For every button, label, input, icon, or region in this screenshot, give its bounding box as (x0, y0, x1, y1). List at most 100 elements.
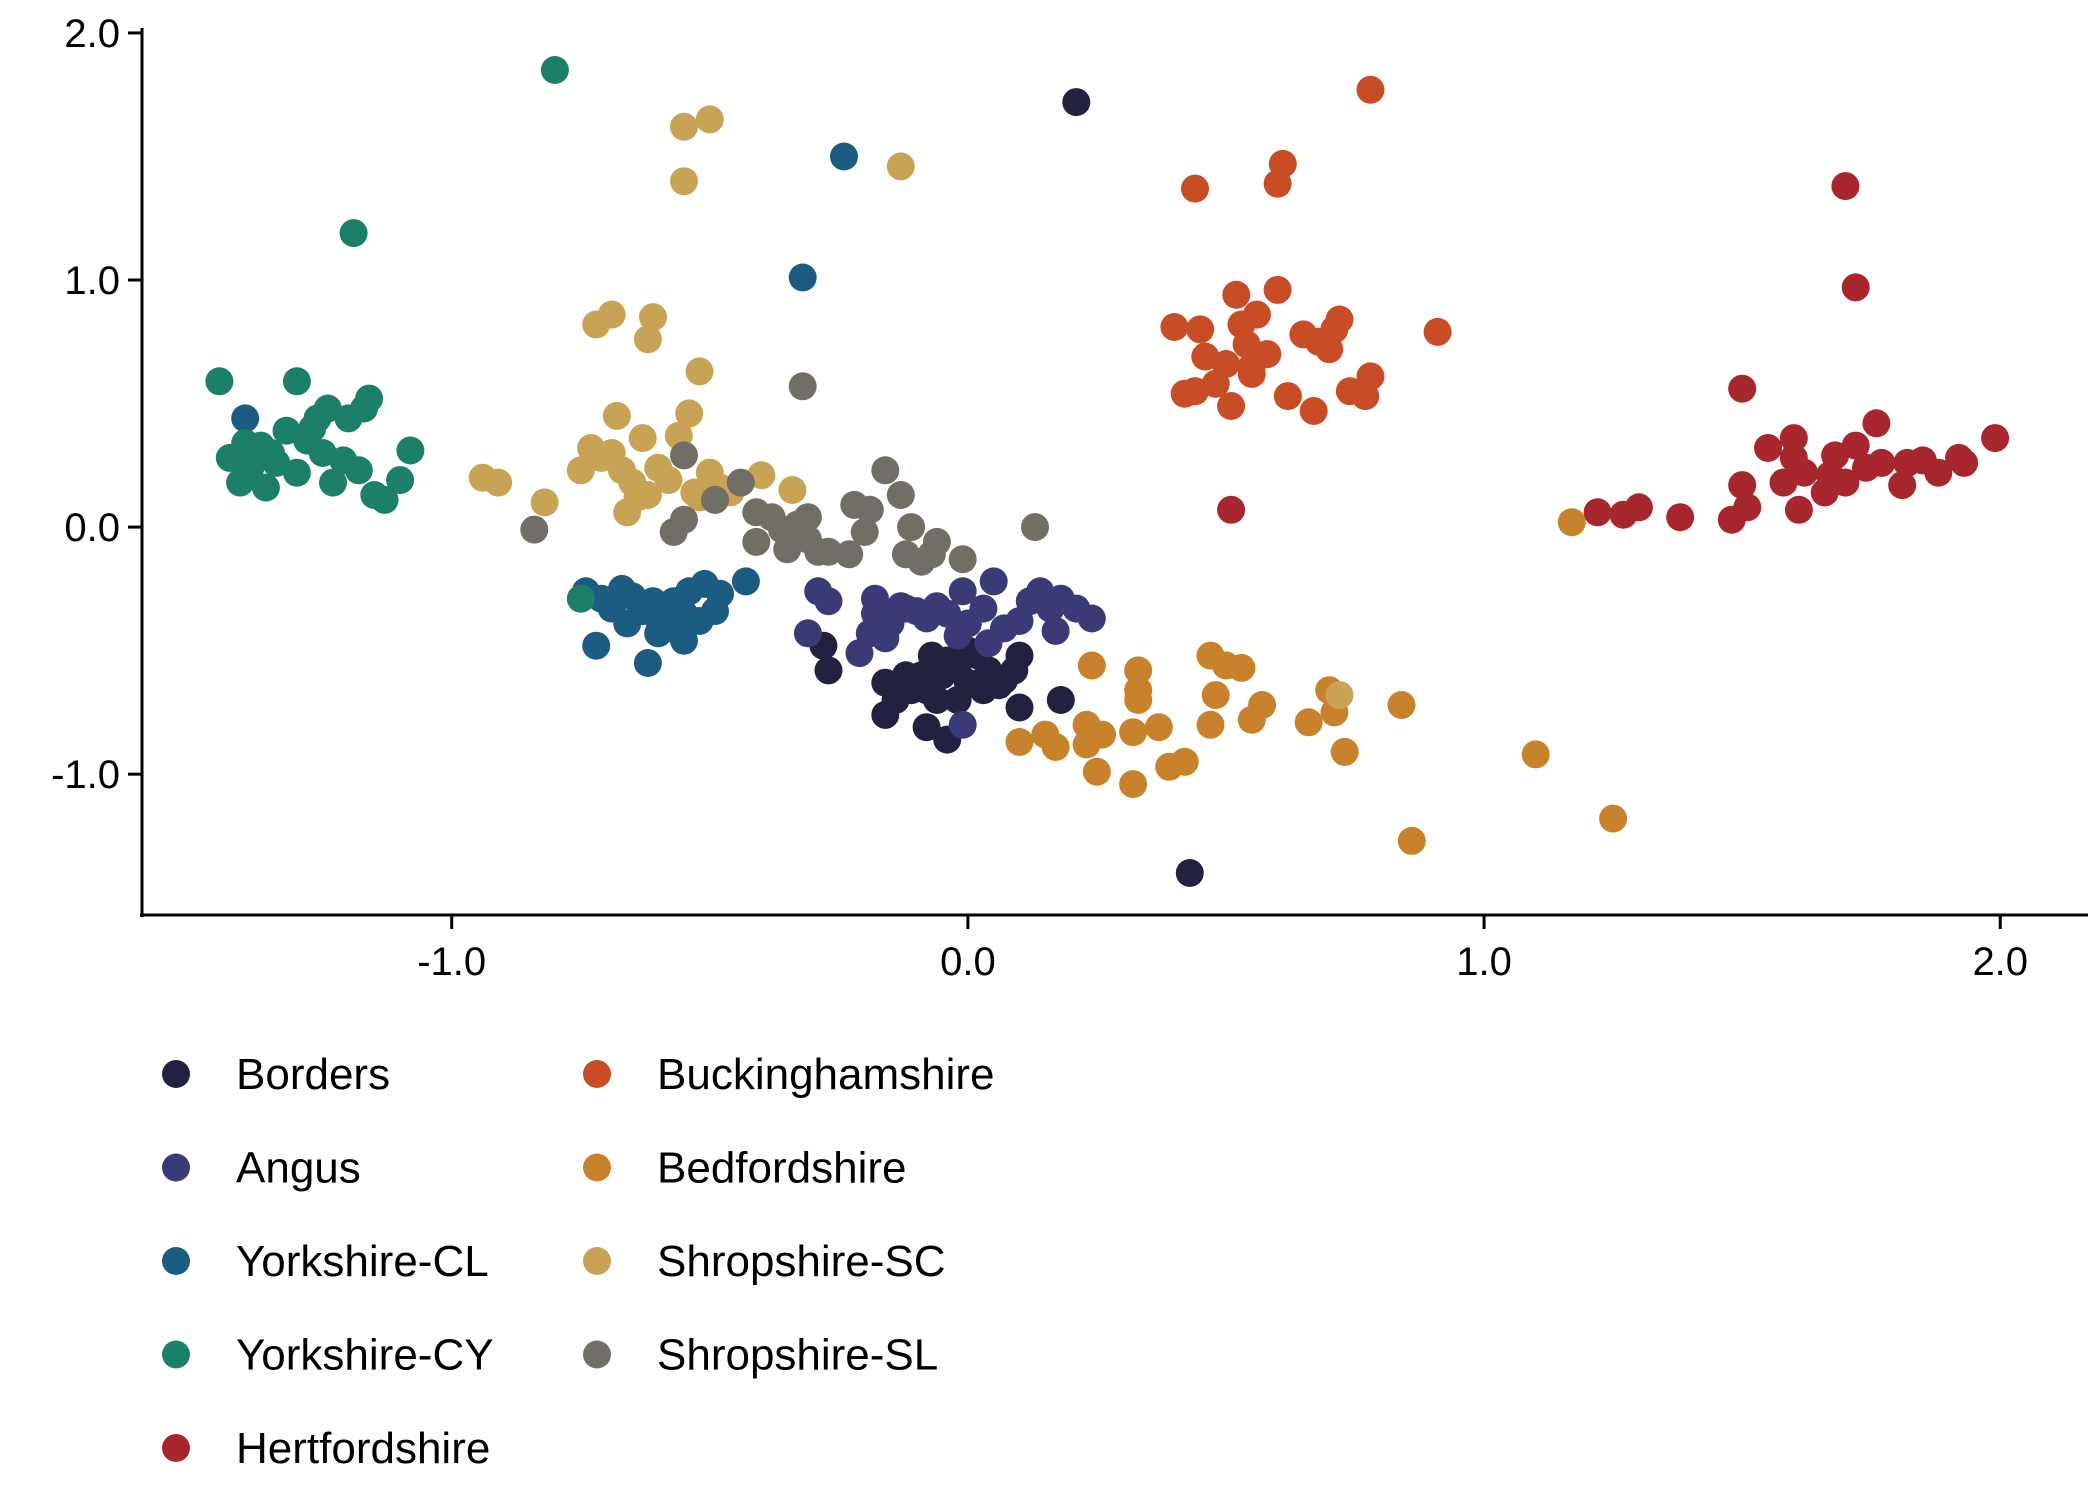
legend-marker (162, 1340, 190, 1369)
series-8 (520, 372, 1049, 576)
data-point (1330, 737, 1359, 766)
data-point (231, 429, 260, 458)
data-point (1924, 458, 1953, 487)
legend-marker (583, 1247, 611, 1275)
data-point (788, 263, 817, 292)
data-point (974, 629, 1003, 658)
legend-marker (583, 1340, 611, 1369)
legend-label: Angus (236, 1144, 361, 1193)
data-point (814, 537, 843, 566)
data-point (1950, 448, 1979, 477)
legend-item: Shropshire-SL (583, 1331, 938, 1380)
data-point (1242, 300, 1271, 329)
data-point (205, 367, 234, 396)
data-point (1624, 493, 1653, 522)
data-point (1160, 313, 1189, 341)
data-point (1021, 513, 1049, 542)
axes-layer (140, 28, 2088, 917)
data-point (788, 372, 817, 401)
data-point (685, 357, 714, 386)
data-point (917, 641, 946, 670)
data-point (871, 456, 900, 485)
data-point (1387, 691, 1416, 719)
legend-marker (162, 1060, 190, 1088)
data-point (871, 624, 900, 653)
data-point (1212, 350, 1240, 378)
data-point (282, 458, 311, 487)
data-point (355, 384, 384, 413)
data-point (1077, 651, 1106, 680)
data-point (912, 713, 941, 742)
data-point (1325, 305, 1354, 334)
data-point (386, 466, 415, 495)
data-point (1144, 713, 1173, 742)
data-point (530, 488, 559, 517)
data-point (701, 485, 729, 514)
data-point (830, 142, 858, 171)
data-point (370, 485, 399, 514)
data-point (602, 401, 631, 430)
data-point (793, 503, 822, 532)
data-point (1124, 656, 1153, 685)
data-point (597, 300, 626, 329)
data-point (731, 567, 760, 596)
data-point (1831, 468, 1860, 497)
data-point (726, 468, 755, 497)
legend-item: Yorkshire-CL (162, 1237, 489, 1286)
data-point (685, 607, 714, 635)
data-point (1867, 448, 1896, 477)
data-point (922, 686, 951, 714)
data-point (1124, 686, 1153, 714)
data-point (1728, 374, 1757, 403)
data-point (1862, 409, 1891, 438)
data-point (1263, 169, 1292, 198)
data-point (835, 540, 864, 569)
series-7 (468, 105, 1354, 710)
data-point (1217, 495, 1246, 524)
data-point (654, 466, 683, 495)
data-point (231, 404, 260, 433)
ticks-layer: -1.0 0.0 1.0 2.0 -1.0 0.0 1.0 2.0 (51, 12, 2028, 984)
data-point (886, 481, 915, 509)
data-point (1733, 493, 1762, 522)
legend: Borders Angus Yorkshire-CL Yorkshire-CY Hert… (162, 1050, 995, 1473)
data-point (922, 527, 951, 556)
data-point (1784, 495, 1813, 524)
data-point (639, 303, 667, 332)
legend-marker (583, 1153, 611, 1182)
data-point (1227, 653, 1256, 682)
data-point (670, 441, 698, 470)
data-point (319, 468, 347, 497)
data-point (257, 439, 285, 467)
data-point (1521, 740, 1550, 769)
data-point (1754, 434, 1782, 462)
data-point (933, 599, 962, 628)
data-point (1201, 681, 1230, 710)
data-point (1046, 686, 1075, 714)
data-point (1175, 859, 1204, 887)
data-point (282, 367, 311, 396)
legend-marker (162, 1153, 190, 1182)
data-point (1790, 458, 1819, 487)
data-point (1077, 604, 1106, 633)
data-point (850, 518, 879, 546)
legend-item: Borders (162, 1050, 390, 1099)
data-point (1041, 733, 1070, 761)
data-point (1062, 88, 1091, 117)
data-point (1181, 174, 1209, 203)
data-point (1728, 471, 1757, 500)
data-point (484, 468, 513, 497)
data-point (979, 567, 1008, 596)
data-point (675, 399, 704, 428)
series-3 (205, 56, 595, 613)
data-point (1981, 424, 2010, 453)
data-point (1237, 352, 1266, 381)
x-tick-label: 2.0 (1972, 940, 2028, 984)
data-point (881, 686, 910, 714)
series-6 (1005, 508, 1628, 855)
y-tick-label: 1.0 (64, 259, 120, 303)
data-point (670, 167, 698, 196)
data-point (1119, 718, 1148, 747)
data-point (566, 584, 595, 613)
y-tick-label: 2.0 (64, 12, 120, 56)
